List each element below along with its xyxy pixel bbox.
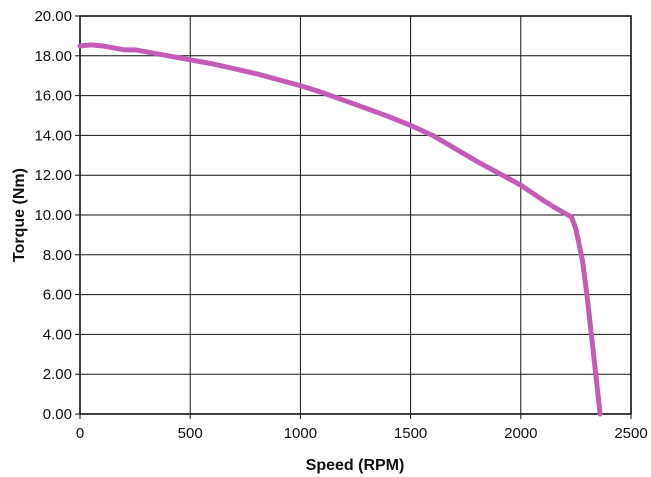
y-tick-label: 16.00	[34, 88, 72, 105]
y-axis-title: Torque (Nm)	[11, 168, 28, 262]
y-tick-label: 18.00	[34, 48, 72, 65]
x-tick-label: 2500	[614, 425, 647, 442]
y-tick-label: 2.00	[43, 366, 72, 383]
y-tick-label: 12.00	[34, 167, 72, 184]
y-tick-label: 10.00	[34, 207, 72, 224]
x-tick-label: 2000	[504, 425, 537, 442]
x-axis-title: Speed (RPM)	[306, 457, 405, 474]
x-tick-label: 1000	[284, 425, 317, 442]
y-tick-label: 6.00	[43, 287, 72, 304]
x-tick-label: 0	[76, 425, 84, 442]
grid-lines	[79, 15, 632, 415]
y-axis-tick-labels: 0.00 2.00 4.00 6.00 8.00 10.00 12.00 14.00 16.00…	[34, 8, 80, 423]
y-tick-label: 8.00	[43, 247, 72, 264]
x-tick-label: 1500	[394, 425, 427, 442]
x-tick-label: 500	[178, 425, 203, 442]
y-tick-label: 0.00	[43, 406, 72, 423]
series-line-torque	[77, 42, 603, 417]
y-tick-label: 4.00	[43, 326, 72, 343]
y-tick-label: 20.00	[34, 8, 72, 25]
x-axis-tick-labels: 0 500 1000 1500 2000 2500	[76, 414, 648, 442]
y-tick-label: 14.00	[34, 127, 72, 144]
series-points	[79, 44, 601, 415]
